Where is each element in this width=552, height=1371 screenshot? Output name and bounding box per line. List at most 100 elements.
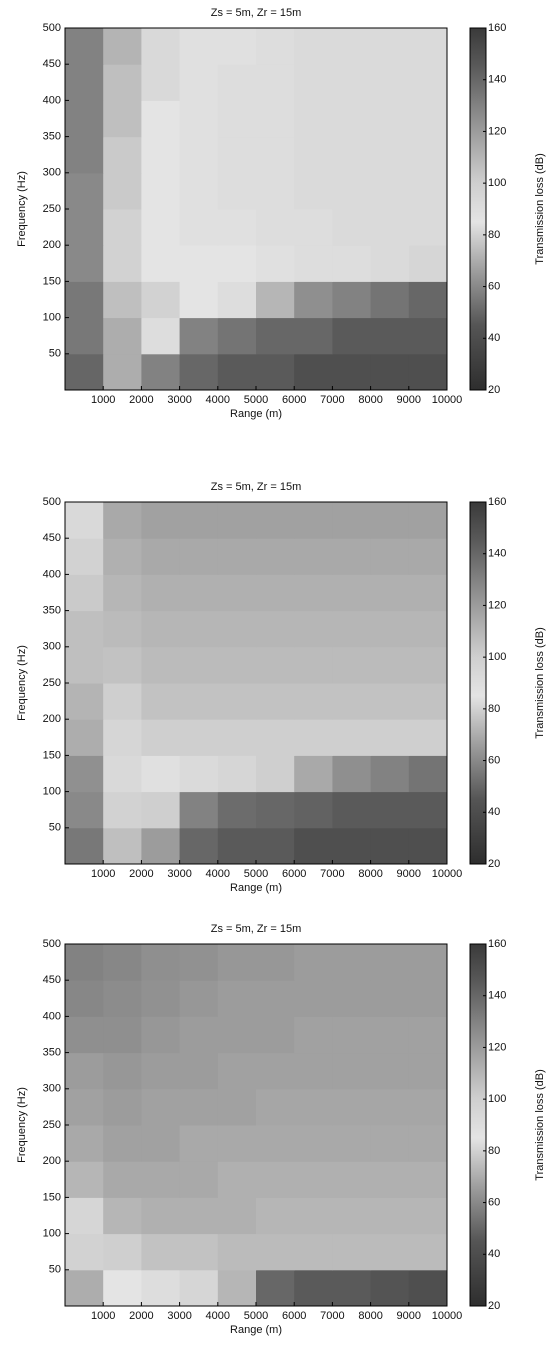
- heatmap-cell: [65, 538, 104, 575]
- heatmap-cell: [370, 610, 410, 648]
- heatmap-cell: [332, 28, 372, 65]
- y-tick-label: 450: [43, 58, 61, 70]
- heatmap-cell: [141, 574, 181, 612]
- heatmap-cell: [294, 980, 333, 1017]
- heatmap-cell: [65, 791, 104, 829]
- heatmap-cell: [294, 1269, 333, 1307]
- heatmap-cell: [217, 64, 257, 101]
- x-axis-label: Range (m): [230, 408, 282, 420]
- heatmap-cell: [294, 353, 333, 391]
- x-tick-label: 8000: [358, 1310, 382, 1322]
- heatmap-cell: [408, 100, 448, 138]
- heatmap-cell: [256, 574, 295, 612]
- y-tick-label: 150: [43, 749, 61, 761]
- heatmap-cell: [141, 317, 181, 355]
- heatmap-cell: [103, 574, 142, 612]
- colorbar: [469, 943, 487, 1307]
- heatmap-cell: [294, 502, 333, 539]
- heatmap-cell: [65, 1269, 104, 1307]
- heatmap-cell: [332, 100, 372, 138]
- heatmap-cell: [179, 1016, 219, 1054]
- x-tick-label: 4000: [206, 1310, 230, 1322]
- heatmap-cell: [294, 245, 333, 282]
- heatmap-cell: [141, 1088, 181, 1126]
- heatmap-cell: [256, 502, 295, 539]
- heatmap-cell: [103, 646, 142, 684]
- x-axis-label: Range (m): [230, 1324, 282, 1336]
- y-axis-label: Frequency (Hz): [16, 1087, 28, 1163]
- heatmap-cell: [332, 683, 372, 720]
- heatmap-cell: [103, 209, 142, 246]
- heatmap-cell: [332, 172, 372, 210]
- y-tick-label: 300: [43, 641, 61, 653]
- heatmap-cell: [65, 28, 104, 65]
- heatmap-cell: [332, 136, 372, 174]
- heatmap-cell: [294, 646, 333, 684]
- heatmap-cell: [179, 1161, 219, 1198]
- heatmap-cell: [179, 719, 219, 756]
- heatmap-cell: [217, 172, 257, 210]
- heatmap-cell: [294, 172, 333, 210]
- heatmap-cell: [103, 317, 142, 355]
- y-tick-label: 300: [43, 1083, 61, 1095]
- x-tick-label: 4000: [206, 394, 230, 406]
- y-tick-label: 100: [43, 1228, 61, 1240]
- x-tick-label: 9000: [397, 1310, 421, 1322]
- heatmap-cell: [256, 791, 295, 829]
- y-tick-label: 400: [43, 568, 61, 580]
- heatmap-cell: [141, 1125, 181, 1162]
- heatmap-cell: [103, 980, 142, 1017]
- heatmap-cell: [179, 944, 219, 981]
- x-tick-label: 1000: [91, 394, 115, 406]
- heatmap-cell: [408, 1052, 448, 1090]
- heatmap-cell: [256, 136, 295, 174]
- heatmap-cell: [370, 1016, 410, 1054]
- heatmap-cell: [103, 944, 142, 981]
- heatmap-cell: [65, 245, 104, 282]
- heatmap-cell: [103, 136, 142, 174]
- colorbar-tick-label: 40: [488, 806, 500, 818]
- y-tick-label: 200: [43, 239, 61, 251]
- colorbar-tick-label: 20: [488, 858, 500, 870]
- heatmap-cell: [103, 1197, 142, 1235]
- heatmap-cell: [103, 28, 142, 65]
- heatmap-cell: [179, 353, 219, 391]
- x-tick-label: 1000: [91, 868, 115, 880]
- heatmap-cell: [408, 28, 448, 65]
- heatmap-cell: [408, 610, 448, 648]
- heatmap-cell: [294, 281, 333, 319]
- colorbar-tick-label: 140: [488, 548, 506, 560]
- heatmap-cell: [141, 245, 181, 282]
- heatmap-cell: [217, 1269, 257, 1307]
- heatmap-cell: [256, 317, 295, 355]
- colorbar-tick-label: 100: [488, 177, 506, 189]
- heatmap-cell: [370, 646, 410, 684]
- heatmap-cell: [408, 209, 448, 246]
- heatmap-cell: [179, 1088, 219, 1126]
- heatmap-cell: [370, 755, 410, 793]
- heatmap-cell: [408, 646, 448, 684]
- heatmap-cell: [332, 980, 372, 1017]
- colorbar: [469, 27, 487, 391]
- heatmap-cell: [103, 683, 142, 720]
- heatmap-cell: [370, 574, 410, 612]
- colorbar-tick-label: 20: [488, 1300, 500, 1312]
- heatmap-cell: [408, 172, 448, 210]
- colorbar-tick-label: 80: [488, 1145, 500, 1157]
- heatmap-cell: [370, 28, 410, 65]
- heatmap-cell: [65, 1233, 104, 1271]
- heatmap-cell: [103, 1052, 142, 1090]
- heatmap-cell: [408, 538, 448, 575]
- heatmap-cell: [141, 944, 181, 981]
- heatmap-cell: [332, 64, 372, 101]
- heatmap-cell: [217, 245, 257, 282]
- colorbar-tick-label: 60: [488, 280, 500, 292]
- heatmap-cell: [217, 136, 257, 174]
- heatmap-cell: [332, 1233, 372, 1271]
- heatmap-cell: [332, 1052, 372, 1090]
- heatmap-cell: [179, 28, 219, 65]
- heatmap-cell: [141, 755, 181, 793]
- heatmap-cell: [103, 755, 142, 793]
- heatmap-cell: [370, 502, 410, 539]
- heatmap-cell: [256, 719, 295, 756]
